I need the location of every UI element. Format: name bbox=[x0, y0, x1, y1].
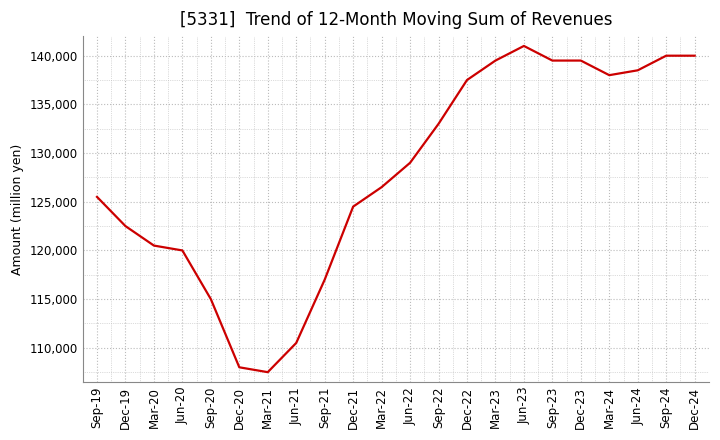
Y-axis label: Amount (million yen): Amount (million yen) bbox=[11, 143, 24, 275]
Title: [5331]  Trend of 12-Month Moving Sum of Revenues: [5331] Trend of 12-Month Moving Sum of R… bbox=[179, 11, 612, 29]
